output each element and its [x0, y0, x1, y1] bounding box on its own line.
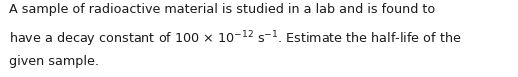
- Text: A sample of radioactive material is studied in a lab and is found to: A sample of radioactive material is stud…: [9, 3, 436, 16]
- Text: given sample.: given sample.: [9, 55, 99, 68]
- Text: have a decay constant of 100 × 10$^{-12}$ s$^{-1}$. Estimate the half-life of th: have a decay constant of 100 × 10$^{-12}…: [9, 29, 462, 49]
